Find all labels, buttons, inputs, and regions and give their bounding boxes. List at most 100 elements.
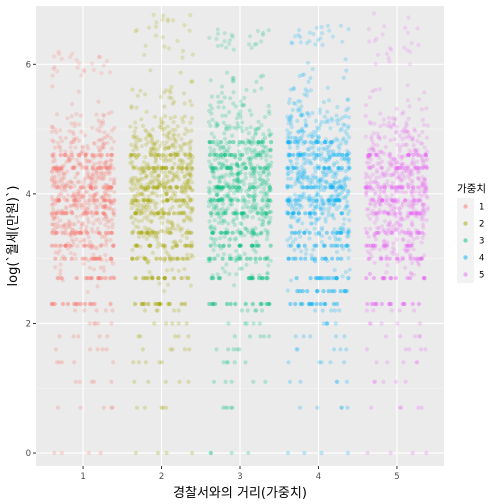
data-point xyxy=(218,155,223,160)
data-point xyxy=(249,276,254,281)
data-point xyxy=(112,276,117,281)
data-point xyxy=(375,225,380,230)
data-point xyxy=(265,229,270,234)
data-point xyxy=(211,230,216,235)
data-point xyxy=(139,165,144,170)
data-point xyxy=(49,222,55,227)
data-point xyxy=(173,140,178,145)
data-point xyxy=(97,165,102,171)
data-point xyxy=(51,182,57,187)
data-point xyxy=(139,210,144,215)
data-point xyxy=(162,243,167,248)
data-point xyxy=(258,176,263,181)
data-point xyxy=(58,268,63,273)
data-point xyxy=(65,169,70,174)
data-point xyxy=(90,153,95,158)
data-point xyxy=(424,450,429,456)
data-point xyxy=(232,222,237,227)
data-point xyxy=(91,155,96,160)
data-point xyxy=(214,347,219,352)
data-point xyxy=(246,192,251,197)
data-point xyxy=(422,90,427,95)
data-point xyxy=(59,211,64,216)
data-point xyxy=(81,193,86,198)
data-point xyxy=(335,104,340,110)
data-point xyxy=(51,217,56,222)
data-point xyxy=(142,169,147,174)
data-point xyxy=(267,128,272,133)
data-point xyxy=(159,165,164,170)
data-point xyxy=(260,198,265,203)
data-point xyxy=(97,230,102,236)
data-point xyxy=(388,138,393,143)
data-point xyxy=(184,162,190,167)
data-point xyxy=(321,289,326,294)
data-point xyxy=(110,308,115,313)
data-point xyxy=(368,201,373,206)
data-point xyxy=(401,360,406,365)
data-point xyxy=(417,321,423,326)
data-point xyxy=(78,162,83,167)
data-point xyxy=(419,240,424,245)
data-point xyxy=(188,283,193,288)
data-point xyxy=(171,133,176,139)
data-point xyxy=(321,321,326,326)
data-point xyxy=(253,207,258,212)
data-point xyxy=(107,194,112,199)
data-point xyxy=(56,140,61,145)
data-point xyxy=(79,229,84,234)
data-point xyxy=(56,144,61,149)
data-point xyxy=(223,405,228,410)
data-point xyxy=(208,243,213,248)
data-point xyxy=(373,243,378,248)
legend-label: 4 xyxy=(479,254,484,264)
data-point xyxy=(165,228,170,233)
data-point xyxy=(287,145,292,150)
data-point xyxy=(340,152,345,158)
legend-entry: 1 xyxy=(457,198,484,215)
data-point xyxy=(333,237,338,242)
data-point xyxy=(188,169,193,174)
data-point xyxy=(170,143,176,148)
data-point xyxy=(210,169,215,174)
data-point xyxy=(243,141,248,146)
data-point xyxy=(95,205,101,210)
data-point xyxy=(264,203,269,208)
data-point xyxy=(87,202,92,207)
data-point xyxy=(146,185,151,190)
data-point xyxy=(390,180,395,185)
data-point xyxy=(345,199,350,204)
data-point xyxy=(397,308,402,313)
data-point xyxy=(88,185,93,190)
data-point xyxy=(138,166,143,171)
data-point xyxy=(250,171,256,176)
data-point xyxy=(172,308,177,313)
data-point xyxy=(249,174,254,179)
data-point xyxy=(158,301,163,307)
data-point xyxy=(422,276,427,281)
data-point xyxy=(165,19,170,24)
data-point xyxy=(137,230,142,235)
data-point xyxy=(220,161,225,166)
data-point xyxy=(132,379,137,384)
data-point xyxy=(384,243,390,248)
data-point xyxy=(388,450,393,456)
data-point xyxy=(57,334,62,339)
data-point xyxy=(149,191,154,196)
data-point xyxy=(368,180,373,185)
data-point xyxy=(379,224,384,229)
data-point xyxy=(320,225,325,230)
data-point xyxy=(328,185,333,190)
data-point xyxy=(221,105,226,110)
data-point xyxy=(208,164,213,169)
data-point xyxy=(333,198,338,203)
data-point xyxy=(59,276,64,281)
data-point xyxy=(340,39,345,44)
data-point xyxy=(93,245,98,250)
data-point xyxy=(170,347,175,352)
data-point xyxy=(174,256,179,261)
data-point xyxy=(104,258,109,263)
data-point xyxy=(147,133,152,138)
data-point xyxy=(268,187,273,193)
data-point xyxy=(296,33,301,38)
